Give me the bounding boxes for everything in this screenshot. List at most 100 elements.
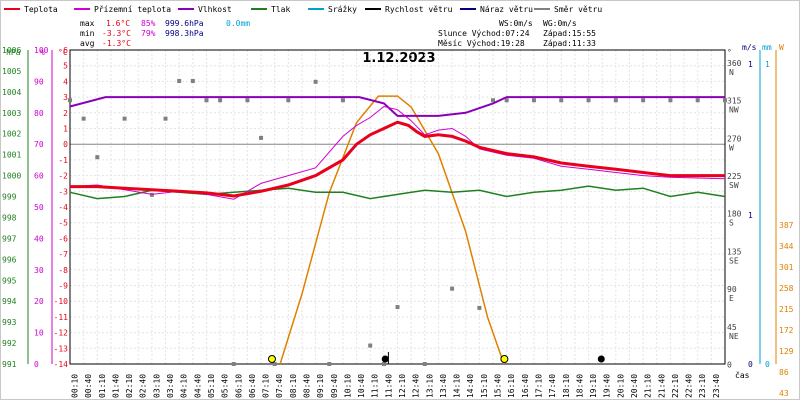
w-tick-label: 129 xyxy=(779,347,794,356)
x-tick-label: 10:40 xyxy=(357,374,366,398)
wind-dir-point xyxy=(504,98,509,103)
degc-tick-label: -6 xyxy=(58,234,68,243)
hpa-tick-label: 993 xyxy=(2,318,17,327)
wind-dir-point xyxy=(245,98,250,103)
w-tick-label: 215 xyxy=(779,305,794,314)
x-tick-label: 09:10 xyxy=(316,374,325,398)
humidity-line xyxy=(69,96,725,117)
stat-min-press: 998.3hPa xyxy=(165,29,204,38)
w-tick-label: 86 xyxy=(779,368,789,377)
dir-name-label: W xyxy=(729,143,734,152)
wind-dir-point xyxy=(450,286,455,291)
hpa-tick-label: 1006 xyxy=(2,46,21,55)
x-tick-label: 01:10 xyxy=(98,374,107,398)
x-tick-label: 13:10 xyxy=(425,374,434,398)
hpa-tick-label: 995 xyxy=(2,276,17,285)
wind-dir-point xyxy=(313,79,318,84)
wind-dir-point xyxy=(559,98,564,103)
degc-tick-label: 1 xyxy=(63,125,68,134)
moonrise-marker xyxy=(597,355,605,363)
stat-min-hum: 79% xyxy=(141,29,156,38)
stat-min-label: min xyxy=(80,29,95,38)
legend-label-temp: Teplota xyxy=(24,5,58,14)
wind-dir-point xyxy=(95,155,100,160)
x-tick-label: 17:40 xyxy=(548,374,557,398)
wind-dir-point xyxy=(668,98,673,103)
x-tick-label: 00:10 xyxy=(71,374,80,398)
dir-axis-title: ° xyxy=(727,48,732,57)
ms-tick-label: 0 xyxy=(748,360,753,369)
wind-dir-point xyxy=(491,98,496,103)
pct-tick-label: 20 xyxy=(34,297,44,306)
wind-dir-point xyxy=(231,362,236,366)
wind-dir-point xyxy=(422,362,427,366)
info-sun-set: Západ:15:55 xyxy=(543,29,596,38)
plot-border xyxy=(69,49,726,365)
x-tick-label: 14:10 xyxy=(453,374,462,398)
sunset-marker xyxy=(500,355,509,363)
sunrise-marker xyxy=(267,355,276,363)
x-tick-label: 21:40 xyxy=(657,374,666,398)
pct-axis-title: % xyxy=(40,48,45,57)
x-tick-label: 18:10 xyxy=(562,374,571,398)
wind-dir-point xyxy=(723,98,727,103)
degc-tick-label: -1 xyxy=(58,156,68,165)
hpa-axis-title: hPa xyxy=(6,48,21,57)
degc-tick-label: -2 xyxy=(58,172,68,181)
x-tick-label: 05:40 xyxy=(221,374,230,398)
degc-tick-label: -11 xyxy=(54,313,69,322)
hpa-tick-label: 997 xyxy=(2,234,17,243)
dir-tick-label: 180 xyxy=(727,210,742,219)
wind-dir-point xyxy=(204,98,209,103)
w-tick-label: 344 xyxy=(779,242,794,251)
degc-tick-label: -7 xyxy=(58,250,68,259)
wind-dir-point xyxy=(586,98,591,103)
temperature-line xyxy=(70,120,725,198)
info-ws: WS:0m/s xyxy=(499,19,533,28)
x-tick-label: 17:10 xyxy=(534,374,543,398)
dir-name-label: SW xyxy=(729,181,739,190)
mm-axis-title: mm xyxy=(762,43,772,52)
x-tick-label: 07:10 xyxy=(262,374,271,398)
x-tick-label: 11:40 xyxy=(384,374,393,398)
x-tick-label: 10:10 xyxy=(343,374,352,398)
x-tick-label: 22:10 xyxy=(671,374,680,398)
wind-dir-point xyxy=(381,362,386,366)
degc-tick-label: -13 xyxy=(54,344,69,353)
w-tick-label: 387 xyxy=(779,221,794,230)
x-axis-title: čas xyxy=(735,370,750,380)
dir-tick-label: 315 xyxy=(727,97,742,106)
pct-tick-label: 10 xyxy=(34,329,44,338)
legend-label-wspeed: Rychlost větru xyxy=(385,5,453,14)
mm-tick-label: 0 xyxy=(765,360,770,369)
hpa-tick-label: 1002 xyxy=(2,130,21,139)
stat-max-press: 999.6hPa xyxy=(165,19,204,28)
wind-dir-point xyxy=(163,116,168,121)
w-tick-label: 301 xyxy=(779,263,794,272)
degc-tick-label: -8 xyxy=(58,266,68,275)
pct-tick-label: 40 xyxy=(34,234,44,243)
legend-label-dir: Směr větru xyxy=(554,5,602,14)
x-tick-label: 12:10 xyxy=(398,374,407,398)
pct-tick-label: 70 xyxy=(34,140,44,149)
pct-tick-label: 80 xyxy=(34,109,44,118)
hpa-tick-label: 1000 xyxy=(2,172,21,181)
dir-name-label: SE xyxy=(729,256,739,265)
hpa-tick-label: 998 xyxy=(2,213,17,222)
dir-name-label: E xyxy=(729,294,734,303)
wind-dir-point xyxy=(259,135,264,140)
stat-max-temp: 1.6°C xyxy=(106,19,130,28)
hpa-tick-label: 1003 xyxy=(2,109,21,118)
hpa-tick-label: 1004 xyxy=(2,88,21,97)
dir-name-label: N xyxy=(729,68,734,77)
wind-dir-point xyxy=(272,362,277,366)
x-tick-label: 11:10 xyxy=(371,374,380,398)
wind-dir-point xyxy=(68,98,72,103)
dir-name-label: NE xyxy=(729,332,739,341)
legend-label-dew: Přízemní teplota xyxy=(94,5,171,14)
dir-tick-label: 225 xyxy=(727,172,742,181)
wind-dir-point xyxy=(190,78,195,83)
pct-tick-label: 90 xyxy=(34,77,44,86)
